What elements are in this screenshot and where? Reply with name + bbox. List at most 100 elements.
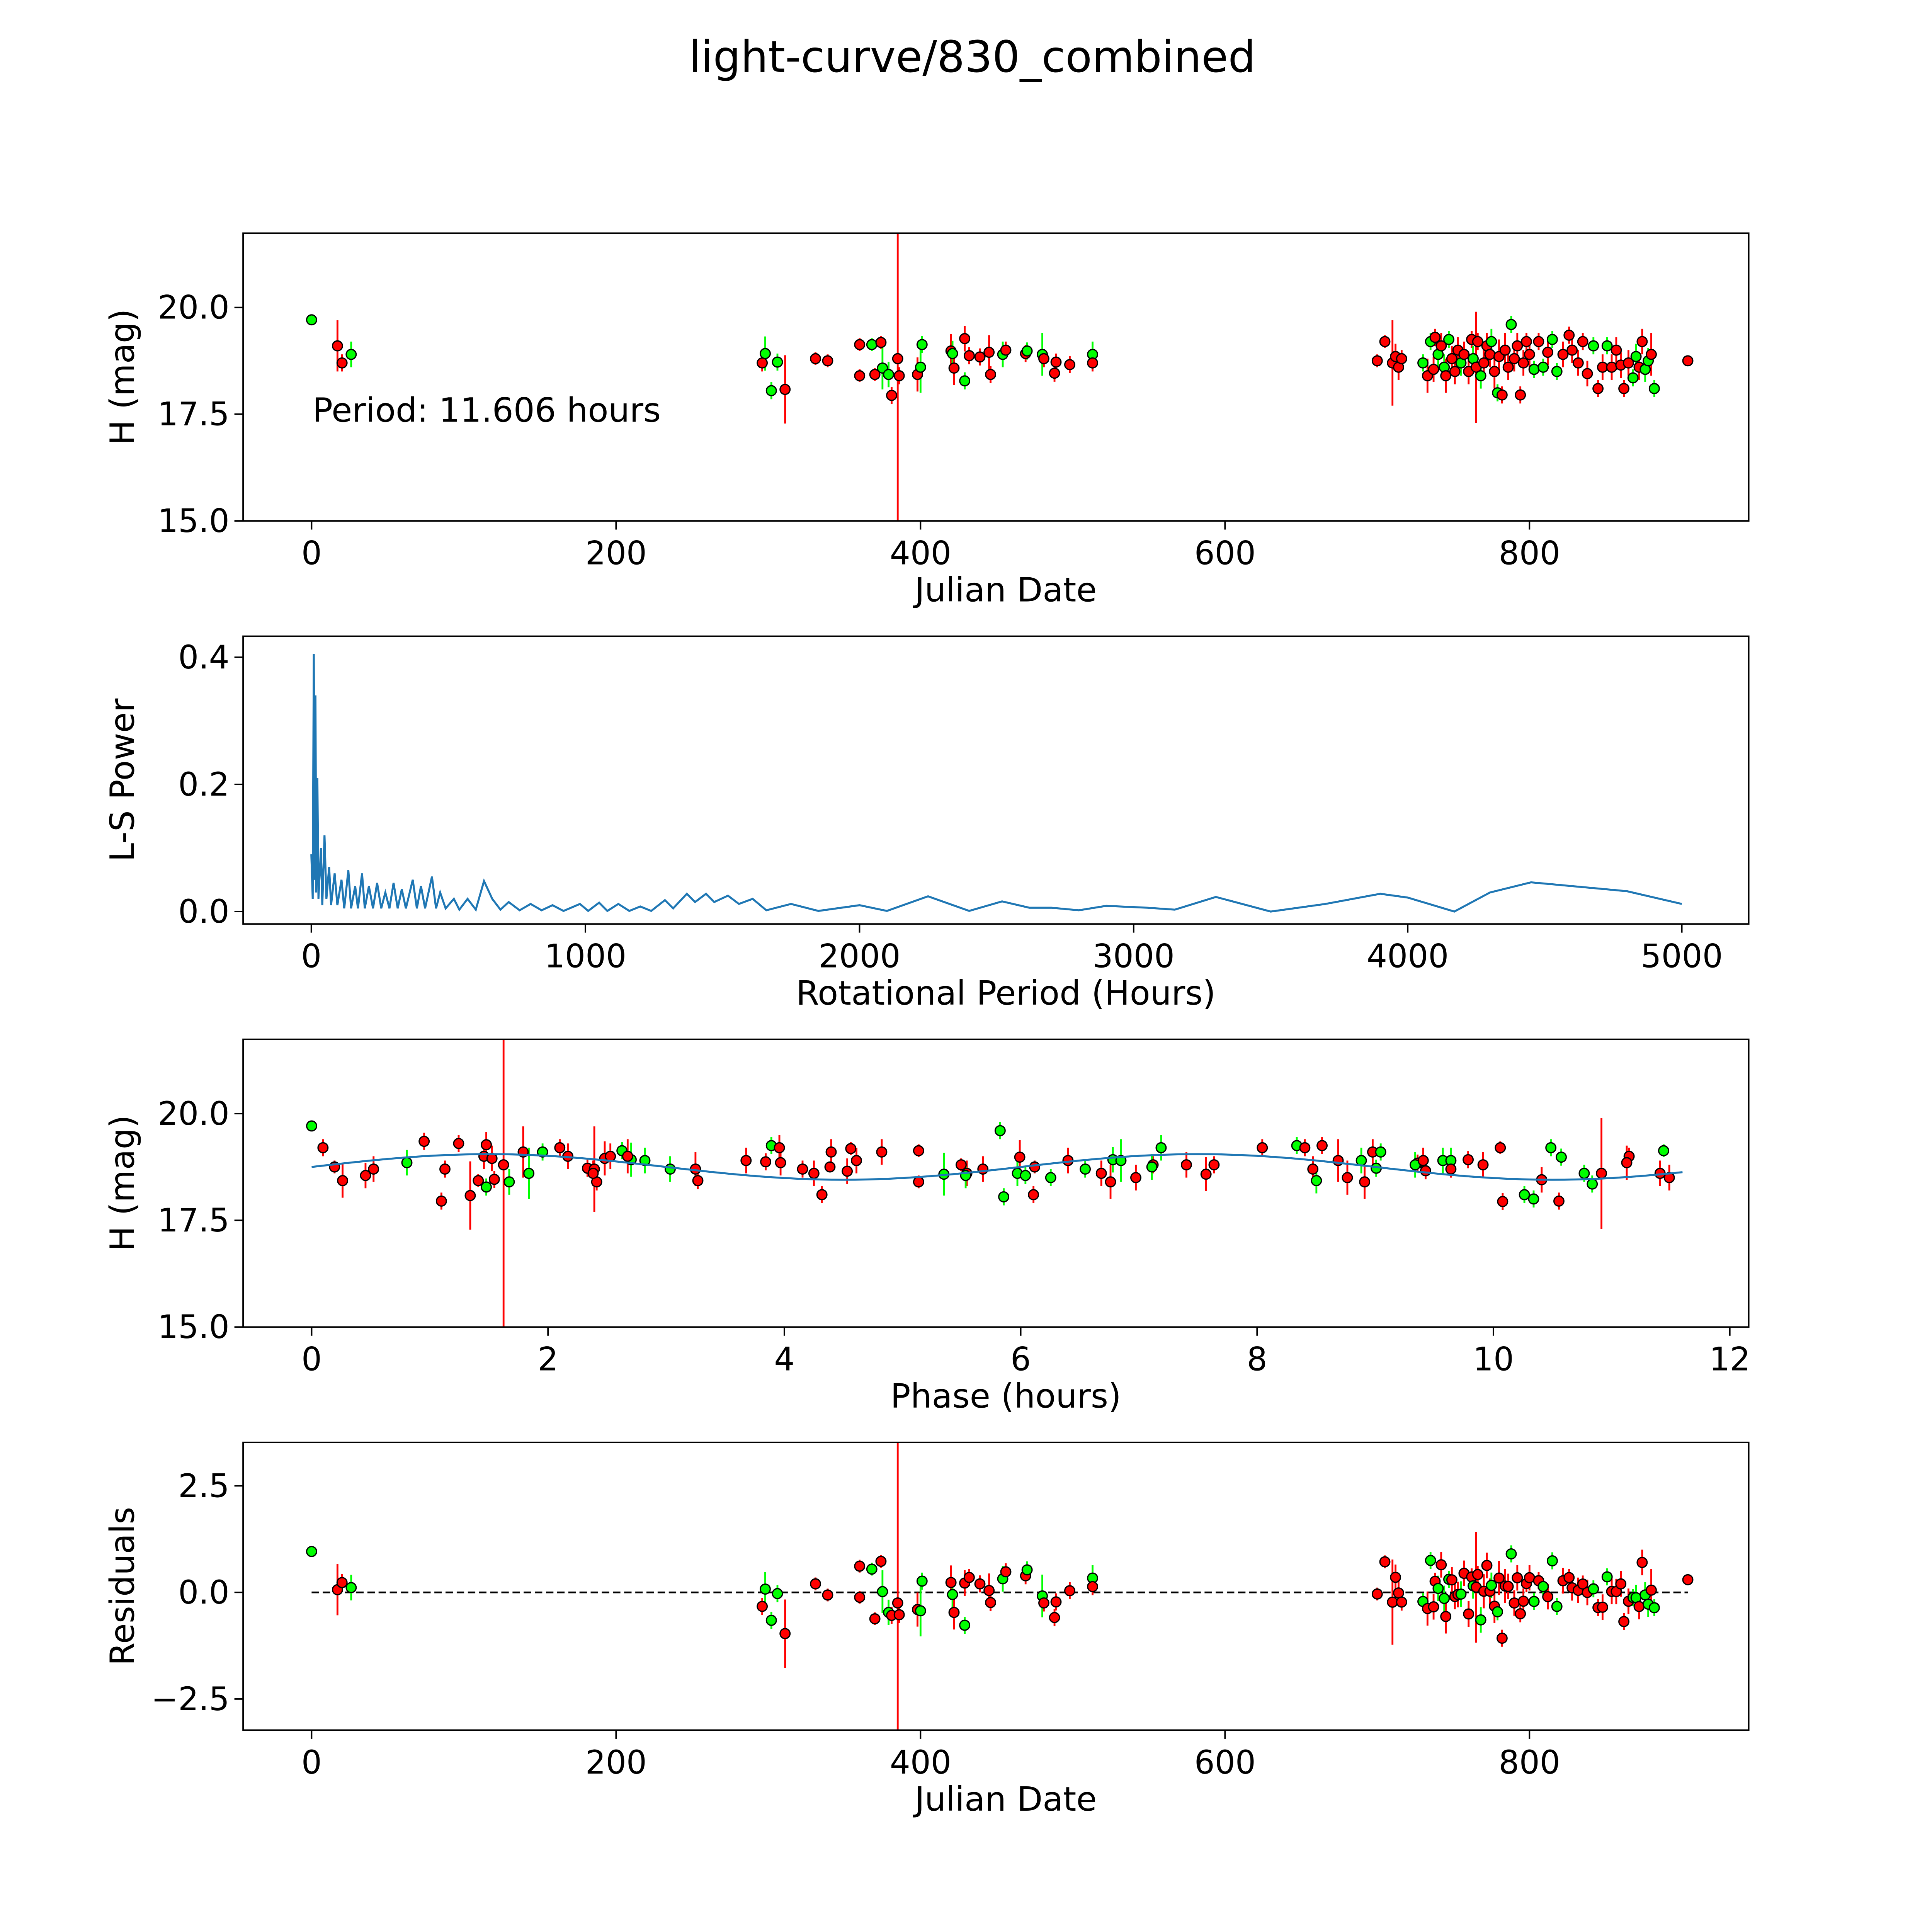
data-point [1050,356,1062,368]
data-point [435,1195,447,1207]
data-point [1577,1578,1588,1590]
data-point [418,1136,430,1147]
model-curve [311,1153,1683,1181]
data-point [977,1163,989,1175]
data-point [913,1145,924,1156]
data-point [1316,1140,1328,1151]
data-point [360,1170,371,1181]
data-point [947,1589,958,1600]
residuals-axes: 0 200 400 600 800 −2.5 0.0 2.5 Julian Date Residu… [104,1441,1750,1819]
data-point [1597,361,1608,373]
data-point [1425,1554,1436,1566]
data-point [822,1589,833,1601]
data-point [983,347,995,358]
data-point [869,1613,881,1624]
data-point [1443,334,1454,345]
data-point [1155,1142,1167,1153]
y-tick-label: 0.0 [178,1574,230,1611]
data-point [810,353,821,364]
data-point [913,1176,924,1188]
data-point [1475,370,1486,381]
data-point [760,348,771,359]
y-tick-label: 17.5 [158,396,230,433]
data-point [1029,1161,1041,1173]
x-tick-label: 0 [301,1744,322,1781]
data-point [866,1563,878,1575]
data-point [1484,349,1496,360]
data-point [1477,1159,1489,1170]
data-point [1379,1556,1391,1568]
data-point [1020,1170,1031,1181]
data-point [883,369,895,380]
data-point [875,337,887,348]
data-point [1257,1142,1268,1153]
data-point [959,333,971,344]
data-point [1379,336,1391,347]
data-point [974,1578,986,1590]
data-point [963,1571,975,1583]
data-point [948,362,960,374]
data-point [1435,1559,1447,1571]
data-point [1428,364,1439,375]
y-tick-label: 15.0 [158,502,230,540]
data-point [772,1588,783,1599]
data-point [974,351,986,363]
x-axis-label: Julian Date [913,571,1097,610]
data-point [473,1175,484,1186]
data-point [1582,368,1593,379]
data-point [1588,1583,1599,1595]
data-point [779,1628,791,1639]
data-point [985,369,997,380]
data-point [854,1592,866,1603]
data-point [1463,1608,1475,1620]
data-point [775,1157,786,1168]
data-point [1455,1588,1467,1600]
data-point [1545,1142,1557,1153]
data-point [1563,330,1575,341]
x-tick-label: 4000 [1367,938,1449,975]
data-point [1509,1597,1520,1609]
data-point [1087,357,1098,369]
data-point [1049,1612,1060,1623]
data-point [481,1181,492,1193]
data-point [1601,1571,1613,1583]
data-point [1375,1146,1386,1158]
data-point [916,1575,928,1587]
x-tick-label: 600 [1194,534,1256,572]
data-point [779,384,791,395]
data-point [1519,1189,1530,1201]
data-point [332,340,343,352]
data-point [1417,1155,1429,1166]
data-point [994,1125,1006,1136]
x-tick-label: 0 [301,1341,322,1378]
data-point [1496,1633,1508,1644]
data-point [1446,1574,1458,1586]
data-point [1493,1572,1505,1584]
data-point [1105,1176,1116,1188]
lightcurve-points [306,233,1694,521]
data-point [1542,347,1554,358]
data-point [760,1156,772,1168]
data-point [1390,1571,1401,1583]
data-point [345,349,357,360]
data-point [1130,1172,1141,1184]
data-point [892,353,903,364]
data-point [1502,1581,1514,1592]
data-point [1371,355,1383,367]
data-point [1505,319,1517,330]
data-point [1496,389,1508,401]
data-point [1597,1601,1608,1613]
data-point [464,1190,476,1201]
data-point [1445,1163,1457,1175]
data-point [498,1159,509,1170]
x-tick-label: 200 [585,534,647,572]
data-point [439,1163,451,1175]
data-point [1546,1555,1558,1566]
x-axis-label: Phase (hours) [890,1377,1121,1416]
data-point [1396,1596,1407,1608]
data-point [1000,344,1012,356]
data-point [1518,1595,1529,1607]
periodogram-axes: 0 1000 2000 3000 4000 5000 0.0 0.2 0.4 Rotational… [104,635,1750,1013]
data-point [1577,336,1588,347]
data-point [869,369,881,380]
